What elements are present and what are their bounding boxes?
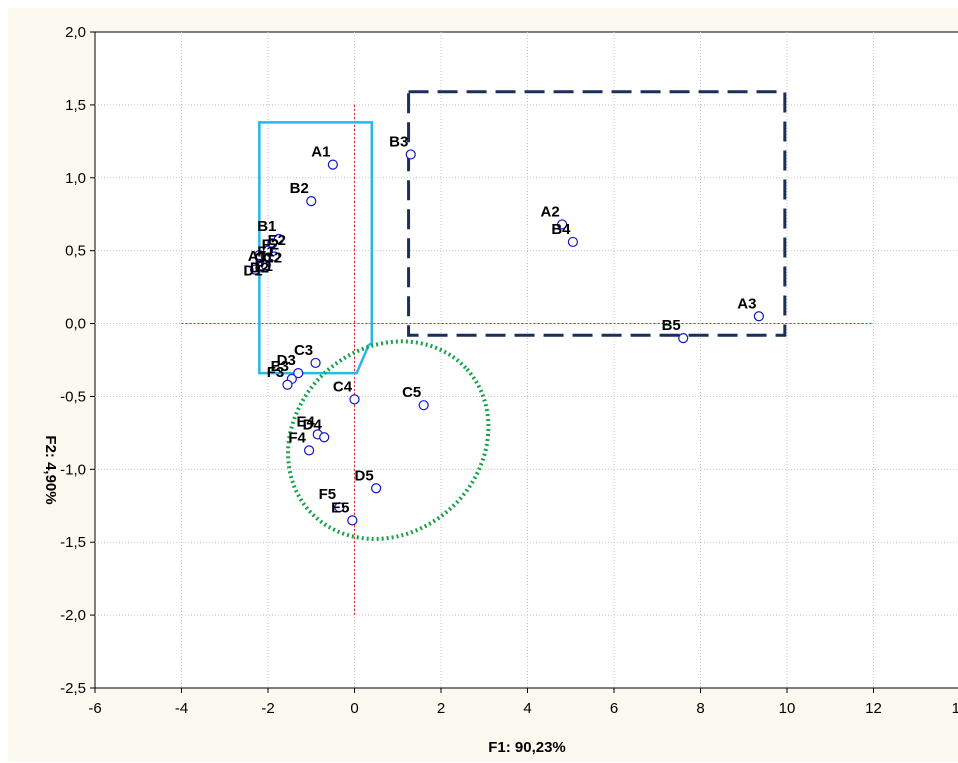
cluster-label-e2: E2 (268, 232, 286, 249)
cluster-label-d1: D1 (243, 263, 262, 280)
point-label-e4: E4 (297, 413, 316, 430)
data-point-e5 (347, 515, 358, 526)
y-tick-label: -1,5 (60, 534, 86, 551)
y-tick-label: -2,0 (60, 607, 86, 624)
point-label-b5: B5 (662, 317, 681, 334)
data-point-d5 (371, 483, 382, 494)
x-tick-label: 12 (865, 700, 882, 717)
x-tick-label: -6 (88, 700, 101, 717)
data-point-a3 (753, 311, 764, 322)
point-label-f3: F3 (267, 364, 285, 381)
y-tick-label: 0,5 (65, 243, 86, 260)
point-label-a1: A1 (311, 144, 330, 161)
cluster-label-c1: C1 (254, 249, 273, 266)
dashed-group-box (407, 90, 787, 337)
highlight-callout-box (258, 121, 374, 375)
point-label-c4: C4 (333, 378, 353, 395)
data-point-b4 (567, 236, 579, 248)
point-label-e3: E3 (271, 358, 289, 375)
data-point-d3 (293, 368, 304, 379)
reference-lines (181, 104, 874, 616)
point-label-f5: F5 (319, 486, 337, 503)
data-point-f2 (267, 238, 278, 249)
x-tick-label: 14 (952, 700, 958, 717)
grid-lines (95, 32, 958, 688)
cluster-label-e1: E1 (255, 258, 273, 275)
point-label-e5: E5 (331, 499, 349, 516)
y-tick-label: 0,0 (65, 316, 86, 333)
y-axis-ticks: 2,0 1,5 1,0 0,5 0,0 -0,5 -1,0 -1,5 -2,0 -2,5 (60, 24, 95, 697)
data-point-e1 (260, 260, 271, 271)
point-label-b1: B1 (257, 218, 276, 235)
point-label-a2: A2 (541, 203, 560, 220)
data-point-f1 (262, 245, 274, 256)
y-axis-title: F2: 4,90% (42, 435, 59, 504)
x-tick-label: 8 (696, 700, 704, 717)
data-point-c5 (418, 400, 429, 411)
x-tick-label: 2 (437, 700, 445, 717)
data-point-b5 (678, 333, 689, 344)
cluster-label-d2: D2 (250, 260, 269, 277)
x-tick-label: 10 (779, 700, 796, 717)
data-point-b3 (405, 149, 416, 160)
point-label-d3: D3 (277, 352, 296, 369)
dotted-group-ellipse (286, 339, 491, 541)
x-tick-label: -4 (175, 700, 188, 717)
point-label-a3: A3 (737, 295, 756, 312)
x-tick-label: 0 (350, 700, 358, 717)
plot-area (94, 31, 958, 689)
y-tick-label: 2,0 (65, 24, 86, 41)
y-tick-label: -1,0 (60, 461, 86, 478)
data-point-c4 (349, 394, 360, 405)
y-tick-label: 1,0 (65, 170, 86, 187)
cluster-label-f2: F2 (262, 236, 280, 253)
data-point-f3 (282, 379, 293, 390)
data-point-f4 (303, 445, 315, 456)
data-point-a2 (556, 219, 568, 230)
data-point-a1 (327, 159, 338, 170)
cluster-label-a1: A1 (248, 248, 267, 265)
point-label-b3: B3 (389, 133, 408, 150)
x-tick-label: 6 (610, 700, 618, 717)
data-points (249, 149, 764, 526)
data-point-d4 (319, 432, 330, 443)
annotation-shapes (258, 90, 787, 541)
point-label-d4: D4 (303, 416, 323, 433)
point-label-b4: B4 (551, 221, 571, 238)
cluster-label-c2: C2 (263, 249, 282, 266)
point-label-d5: D5 (355, 467, 374, 484)
point-label-c3: C3 (294, 342, 313, 359)
x-tick-label: 4 (523, 700, 531, 717)
cluster-label-f1: F1 (257, 244, 275, 261)
data-point-f5 (334, 502, 345, 513)
y-tick-label: -0,5 (60, 388, 86, 405)
x-axis-ticks: -6 -4 -2 0 2 4 6 8 10 12 14 (88, 688, 958, 717)
point-label-f4: F4 (288, 429, 306, 446)
point-label-c5: C5 (402, 384, 421, 401)
data-point-c2 (269, 251, 280, 262)
y-tick-label: 1,5 (65, 97, 86, 114)
x-tick-label: -2 (261, 700, 274, 717)
data-point-c3 (310, 357, 321, 369)
data-point-b2 (306, 196, 317, 207)
y-tick-label: -2,5 (60, 680, 86, 697)
x-axis-title: F1: 90,23% (488, 739, 566, 756)
point-label-b2: B2 (290, 180, 309, 197)
